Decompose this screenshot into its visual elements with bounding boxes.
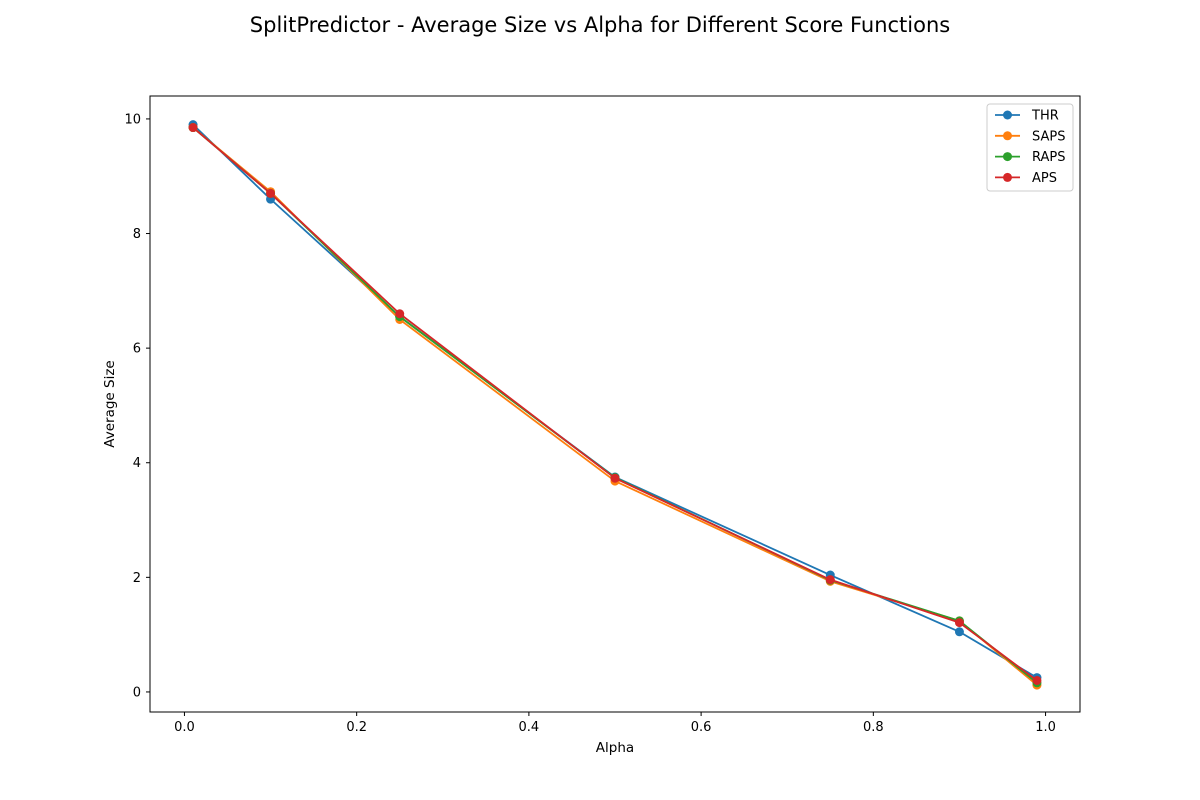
x-tick-label: 0.0 <box>174 720 195 735</box>
legend-label: RAPS <box>1032 150 1066 165</box>
legend-item-thr: THR <box>995 109 1059 124</box>
legend-marker <box>1003 110 1012 120</box>
y-axis: 0 2 4 6 8 10 <box>124 112 150 700</box>
plot-area <box>149 95 1081 713</box>
x-tick-label: 0.4 <box>519 720 540 735</box>
data-point-aps <box>1032 675 1042 685</box>
series-aps <box>188 123 1042 685</box>
legend-marker <box>1003 131 1012 141</box>
data-point-aps <box>266 188 276 198</box>
series-layer <box>188 120 1042 690</box>
x-tick-label: 0.8 <box>863 720 884 735</box>
data-point-aps <box>395 309 405 319</box>
data-point-thr <box>954 627 964 637</box>
legend-item-aps: APS <box>995 171 1057 186</box>
legend-label: THR <box>1031 109 1059 124</box>
legend-item-raps: RAPS <box>995 150 1066 165</box>
y-tick-label: 4 <box>133 456 141 471</box>
y-tick-label: 10 <box>124 112 141 127</box>
chart-title: SplitPredictor - Average Size vs Alpha f… <box>250 13 950 37</box>
legend-marker <box>1003 152 1012 162</box>
x-tick-label: 0.6 <box>691 720 712 735</box>
legend-frame <box>986 103 1074 192</box>
legend-label: APS <box>1032 171 1057 186</box>
y-axis-label: Average Size <box>102 360 118 447</box>
x-axis: 0.0 0.2 0.4 0.6 0.8 1.0 <box>174 712 1056 735</box>
y-tick-label: 2 <box>133 571 141 586</box>
plot-frame <box>149 95 1081 713</box>
x-tick-label: 0.2 <box>346 720 367 735</box>
data-point-aps <box>825 575 835 585</box>
y-tick-label: 0 <box>133 685 141 700</box>
x-axis-label: Alpha <box>596 740 634 756</box>
x-tick-label: 1.0 <box>1035 720 1056 735</box>
y-tick-label: 8 <box>133 227 141 242</box>
legend: THR SAPS RAPS APS <box>986 103 1074 192</box>
y-tick-label: 6 <box>133 342 141 357</box>
data-point-aps <box>954 618 964 628</box>
legend-item-saps: SAPS <box>995 129 1065 144</box>
data-point-aps <box>188 123 198 133</box>
legend-label: SAPS <box>1032 129 1065 144</box>
legend-marker <box>1003 172 1012 182</box>
data-point-aps <box>610 473 620 483</box>
